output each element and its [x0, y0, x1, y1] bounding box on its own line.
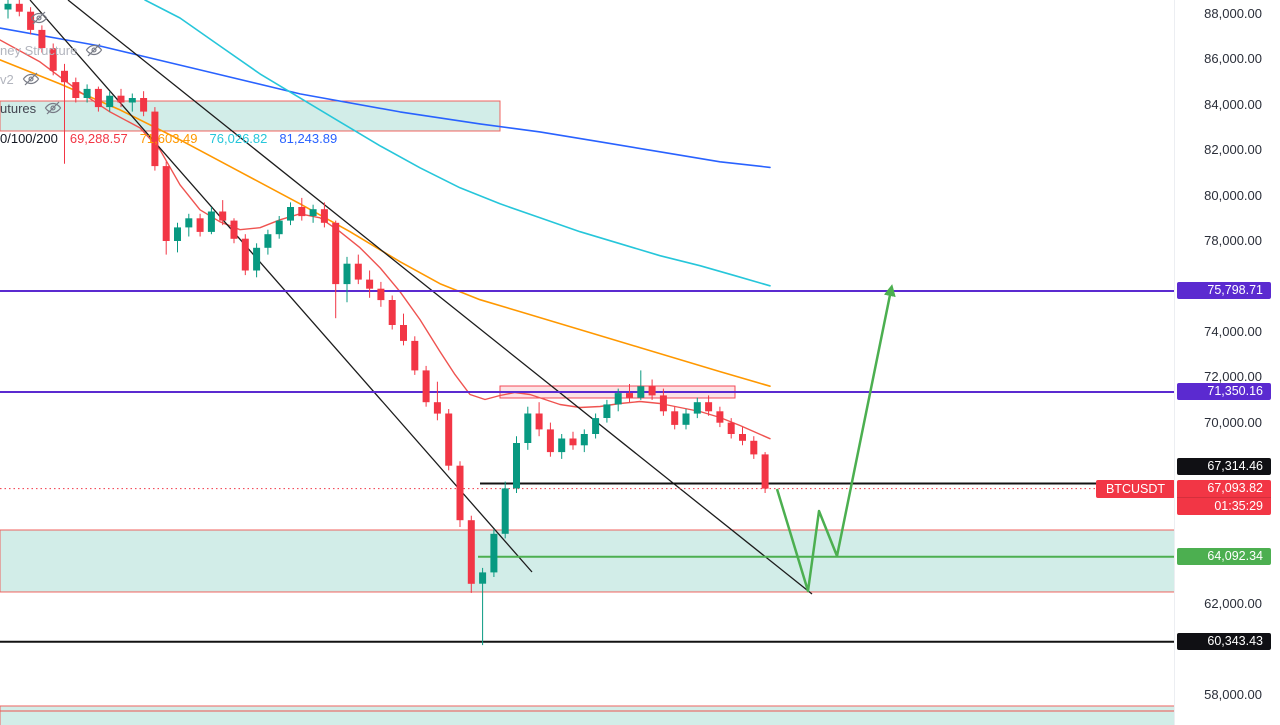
- ma-value-1: 69,288.57: [69, 131, 128, 146]
- symbol-price-label: BTCUSDT: [1095, 479, 1175, 498]
- eye-hidden-icon[interactable]: [22, 70, 40, 88]
- price-axis-label: 58,000.00: [1204, 687, 1262, 702]
- price-axis-label: 86,000.00: [1204, 51, 1262, 67]
- current-price-value: 67,093.82: [1207, 480, 1263, 495]
- price-axis-label: 82,000.00: [1204, 142, 1262, 158]
- ma-value-2: 71,603.49: [139, 131, 198, 146]
- indicator-title: utures: [0, 100, 37, 116]
- price-axis-label: 88,000.00: [1204, 6, 1262, 21]
- chart-canvas[interactable]: [0, 0, 1175, 725]
- ma-value-3: 76,026.82: [209, 131, 268, 146]
- legend-row-2: ney Structure: [0, 41, 103, 59]
- current-price-badge: 67,093.82 01:35:29: [1177, 479, 1271, 515]
- legend-row-1: [22, 9, 48, 27]
- price-axis-label: 84,000.00: [1204, 96, 1262, 112]
- price-axis-label: 70,000.00: [1204, 414, 1262, 430]
- eye-hidden-icon[interactable]: [30, 9, 48, 27]
- price-axis-label: 72,000.00: [1204, 369, 1262, 385]
- indicator-title: v2: [0, 71, 14, 87]
- legend-row-4: utures: [0, 99, 62, 117]
- price-axis-label: 78,000.00: [1204, 233, 1262, 248]
- price-axis-label: 80,000.00: [1204, 187, 1262, 203]
- price-line-badge: 67,314.46: [1177, 458, 1271, 476]
- price-line-badge: 60,343.43: [1177, 633, 1271, 651]
- price-line-badge: 71,350.16: [1177, 383, 1271, 401]
- price-axis-label: 74,000.00: [1204, 323, 1262, 339]
- candle-countdown: 01:35:29: [1177, 496, 1271, 515]
- ma-indicator-title: 0/100/200: [0, 131, 58, 146]
- price-line-badge: 64,092.34: [1177, 548, 1271, 566]
- legend-row-3: v2: [0, 70, 40, 88]
- price-scale[interactable]: 67,093.82 01:35:29 88,000.00 86,000.00 84,…: [1174, 0, 1280, 725]
- ma-value-4: 81,243.89: [279, 131, 338, 146]
- price-axis-label: 62,000.00: [1204, 596, 1262, 612]
- eye-hidden-icon[interactable]: [85, 41, 103, 59]
- indicator-title: ney Structure: [0, 42, 78, 58]
- legend-row-ma: 0/100/200 69,288.57 71,603.49 76,026.82 …: [0, 131, 337, 146]
- candlestick-chart[interactable]: ney Structure v2 utures 0/100/200 69,28: [0, 0, 1175, 725]
- eye-hidden-icon[interactable]: [44, 99, 62, 117]
- price-line-badge: 75,798.71: [1177, 282, 1271, 300]
